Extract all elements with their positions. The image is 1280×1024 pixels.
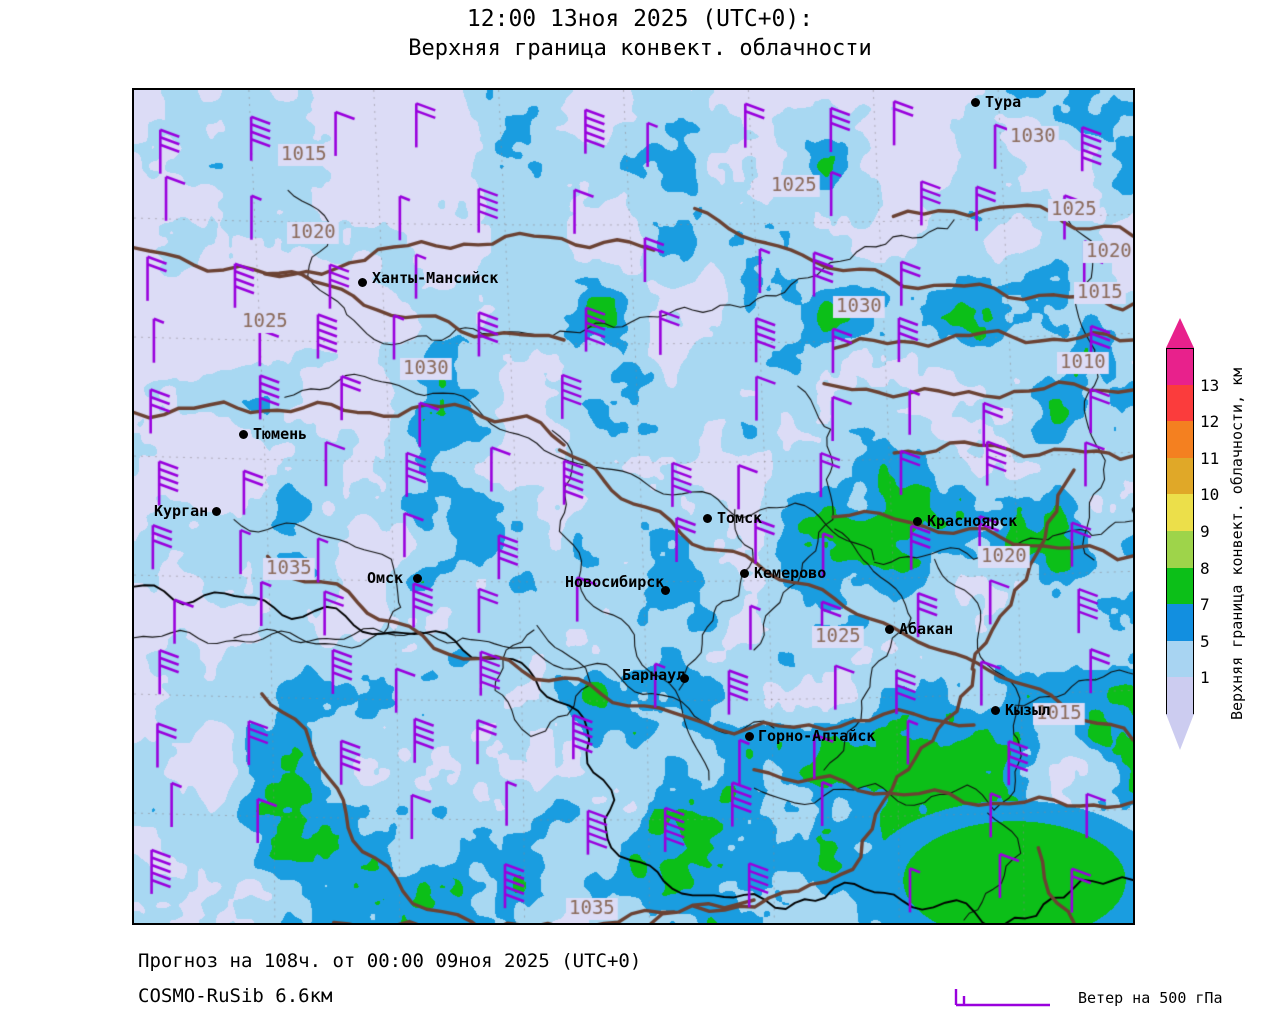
city-label: Барнаул — [622, 666, 686, 684]
wind-barb-icon — [954, 989, 1050, 1007]
city-label: Тура — [985, 93, 1022, 111]
page-title: 12:00 13ноя 2025 (UTC+0): Верхняя границ… — [0, 4, 1280, 64]
city-marker[interactable] — [661, 586, 670, 595]
colorbar-band-below1 — [1166, 677, 1194, 715]
colorbar-band-b12_13 — [1166, 384, 1194, 422]
map-canvas[interactable] — [134, 90, 1133, 923]
city-marker[interactable] — [358, 278, 367, 287]
city-label: Красноярск — [927, 512, 1018, 530]
city-marker[interactable] — [745, 732, 754, 741]
colorbar-band-b7_8 — [1166, 567, 1194, 605]
map-frame[interactable]: Тура Ханты-Мансийск Тюмень Курган Омск Томск К… — [132, 88, 1135, 925]
colorbar-top-arrow — [1166, 318, 1194, 348]
colorbar-axis-label: Верхняя граница конвект. облачности, км — [1228, 367, 1246, 720]
colorbar-tick-11: 11 — [1200, 448, 1220, 468]
model-name-text: COSMO-RuSib 6.6км — [138, 985, 333, 1007]
city-label: Тюмень — [253, 425, 308, 443]
colorbar-tick-1: 1 — [1200, 668, 1210, 688]
city-marker[interactable] — [239, 430, 248, 439]
colorbar-band-above13 — [1166, 348, 1194, 386]
city-marker[interactable] — [885, 625, 894, 634]
colorbar-band-b5_7 — [1166, 604, 1194, 642]
city-marker[interactable] — [703, 514, 712, 523]
city-marker[interactable] — [413, 574, 422, 583]
colorbar-bottom-arrow — [1166, 714, 1194, 750]
wind-legend: Ветер на 500 гПа — [950, 985, 1223, 1011]
city-marker[interactable] — [740, 569, 749, 578]
city-marker[interactable] — [991, 706, 1000, 715]
city-label: Абакан — [899, 620, 954, 638]
title-line-datetime: 12:00 13ноя 2025 (UTC+0): — [466, 6, 814, 32]
city-label: Томск — [717, 509, 763, 527]
city-label: Кызыл — [1005, 701, 1051, 719]
colorbar-tick-12: 12 — [1200, 412, 1220, 432]
city-marker[interactable] — [680, 674, 689, 683]
map-overlay: Тура Ханты-Мансийск Тюмень Курган Омск Томск К… — [134, 90, 1133, 923]
colorbar-tick-7: 7 — [1200, 595, 1210, 615]
city-label: Ханты-Мансийск — [372, 269, 499, 287]
colorbar-tick-13: 13 — [1200, 375, 1220, 395]
city-label: Омск — [367, 569, 404, 587]
colorbar-band-b8_9 — [1166, 531, 1194, 569]
colorbar-tick-10: 10 — [1200, 485, 1220, 505]
city-label: Горно-Алтайск — [758, 727, 876, 745]
city-label: Новосибирск — [565, 573, 665, 591]
colorbar-band-b10_11 — [1166, 457, 1194, 495]
colorbar-band-b9_10 — [1166, 494, 1194, 532]
colorbar-band-b11_12 — [1166, 421, 1194, 459]
colorbar-tick-8: 8 — [1200, 558, 1210, 578]
title-line-parameter: Верхняя граница конвект. облачности — [408, 36, 872, 61]
city-label: Курган — [154, 502, 209, 520]
city-marker[interactable] — [913, 517, 922, 526]
colorbar: 13 12 11 10 9 8 7 5 1 — [1166, 318, 1219, 750]
colorbar-tick-9: 9 — [1200, 522, 1210, 541]
city-marker[interactable] — [971, 98, 980, 107]
forecast-info-text: Прогноз на 108ч. от 00:00 09ноя 2025 (UT… — [138, 950, 642, 972]
colorbar-tick-5: 5 — [1200, 631, 1210, 651]
wind-legend-label: Ветер на 500 гПа — [1078, 989, 1223, 1007]
colorbar-band-b1_5 — [1166, 640, 1194, 678]
city-label: Кемерово — [754, 564, 827, 582]
city-marker[interactable] — [212, 507, 221, 516]
